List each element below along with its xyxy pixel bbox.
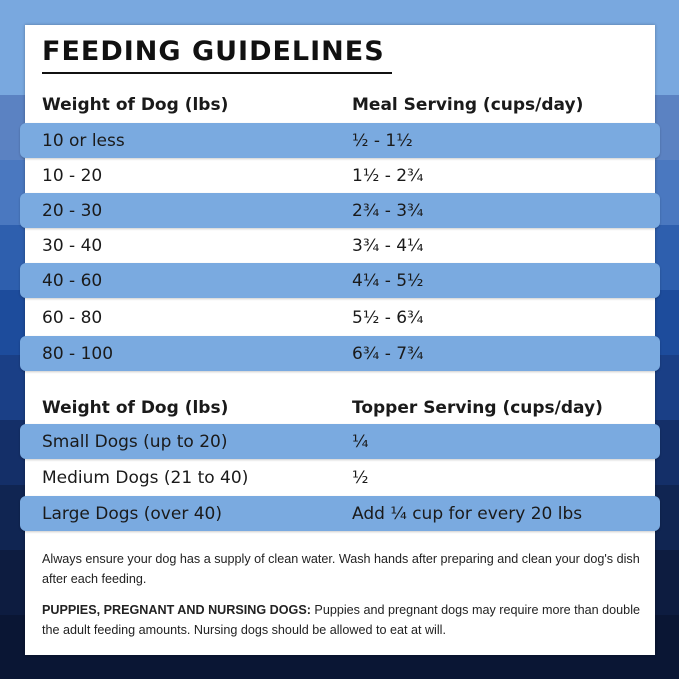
puppies-text: Puppies and pregnant dogs may require mo… (42, 603, 640, 637)
weight-cell: 10 or less (42, 130, 125, 151)
serving-cell: ¼ (352, 431, 369, 452)
serving-cell: 2¾ - 3¾ (352, 200, 424, 221)
puppies-label: PUPPIES, PREGNANT AND NURSING DOGS: (42, 603, 311, 617)
topper-table-row: Medium Dogs (21 to 40) ½ (25, 460, 655, 495)
serving-cell: 3¾ - 4¼ (352, 235, 424, 256)
title-underline (42, 72, 392, 74)
serving-cell: 1½ - 2¾ (352, 165, 424, 186)
topper-table-row: Large Dogs (over 40) Add ¼ cup for every … (20, 496, 660, 531)
meal-table-row: 30 - 40 3¾ - 4¼ (25, 228, 655, 263)
meal-header-row: Weight of Dog (lbs) Meal Serving (cups/da… (25, 87, 655, 122)
water-note: Always ensure your dog has a supply of c… (42, 552, 640, 586)
serving-cell: Add ¼ cup for every 20 lbs (352, 503, 583, 524)
meal-table-row: 80 - 100 6¾ - 7¾ (20, 336, 660, 371)
weight-cell: 60 - 80 (42, 307, 103, 328)
puppies-note: PUPPIES, PREGNANT AND NURSING DOGS: Pupp… (42, 600, 642, 640)
column-header: Meal Serving (cups/day) (352, 94, 584, 115)
serving-cell: ½ (352, 467, 369, 488)
meal-table-row: 10 or less ½ - 1½ (20, 123, 660, 158)
serving-cell: 6¾ - 7¾ (352, 343, 424, 364)
column-header: Weight of Dog (lbs) (42, 94, 229, 115)
topper-header-row: Weight of Dog (lbs) Topper Serving (cups/… (25, 390, 655, 425)
weight-cell: 30 - 40 (42, 235, 103, 256)
meal-table-row: 20 - 30 2¾ - 3¾ (20, 193, 660, 228)
meal-table-row: 40 - 60 4¼ - 5½ (20, 263, 660, 298)
serving-cell: 5½ - 6¾ (352, 307, 424, 328)
weight-cell: Large Dogs (over 40) (42, 503, 222, 524)
serving-cell: 4¼ - 5½ (352, 270, 424, 291)
weight-cell: 40 - 60 (42, 270, 103, 291)
weight-cell: 80 - 100 (42, 343, 114, 364)
meal-table-row: 10 - 20 1½ - 2¾ (25, 158, 655, 193)
column-header: Weight of Dog (lbs) (42, 397, 229, 418)
meal-table-row: 60 - 80 5½ - 6¾ (25, 300, 655, 335)
column-header: Topper Serving (cups/day) (352, 397, 603, 418)
topper-table-row: Small Dogs (up to 20) ¼ (20, 424, 660, 459)
weight-cell: 20 - 30 (42, 200, 103, 221)
weight-cell: Medium Dogs (21 to 40) (42, 467, 249, 488)
weight-cell: 10 - 20 (42, 165, 103, 186)
page-title: FEEDING GUIDELINES (42, 36, 385, 67)
weight-cell: Small Dogs (up to 20) (42, 431, 228, 452)
serving-cell: ½ - 1½ (352, 130, 413, 151)
